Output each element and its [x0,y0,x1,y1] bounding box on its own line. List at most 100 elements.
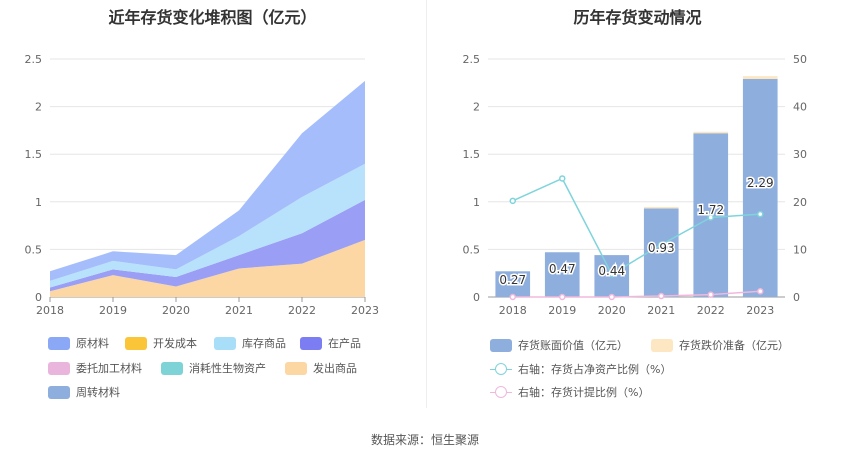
legend-item-raw-materials[interactable]: 原材料 [48,335,109,351]
legend-label: 发出商品 [313,362,357,375]
bar-data-label: 0.93 [648,241,675,255]
legend-label: 右轴：存货占净资产比例（%） [518,363,672,376]
legend-item-turnover-materials[interactable]: 周转材料 [48,384,120,400]
legend-label: 开发成本 [153,337,197,350]
line-point [658,241,665,248]
bar-book-value [742,78,778,297]
line-point [707,214,714,221]
legend-swatch [161,361,183,375]
data-source: 数据来源：恒生聚源 [370,433,479,447]
y-tick-label: 2.5 [25,53,43,66]
line-point [757,210,764,218]
bar-data-label: 0.47 [549,262,576,276]
y-tick-label: 1 [473,196,480,209]
stacked-area-chart: 0 0.5 1 1.5 2 2.5 2018 2019 2020 2021 2022 2023 [25,53,380,317]
legend-item-biological-assets[interactable]: 消耗性生物资产 [161,360,266,376]
y-tick-label: 2 [35,101,42,114]
bar-impairment [643,206,679,209]
panel-divider [426,0,427,408]
y2-tick-label: 10 [793,243,807,256]
y-tick-label: 1.5 [25,148,43,161]
x-tick-label: 2019 [548,304,576,317]
legend-swatch [125,336,147,350]
legend-label: 存货账面价值（亿元） [518,339,628,352]
line-point [707,291,714,298]
line-point [608,270,615,278]
x-tick-label: 2022 [697,304,725,317]
inventory-bar-line-chart: 0 0.5 1 1.5 2 2.5 0 10 20 30 40 50 2018 2019 2020 2021 2… [463,53,808,317]
legend-label: 原材料 [76,337,109,350]
legend-item-impairment-reserve[interactable]: 存货跌价准备（亿元） [651,337,789,353]
legend-label: 委托加工材料 [76,362,142,375]
legend-label: 周转材料 [76,386,120,399]
x-tick-label: 2023 [351,304,379,317]
legend-item-book-value[interactable]: 存货账面价值（亿元） [490,337,628,353]
y2-tick-label: 40 [793,101,807,114]
legend-item-provision-ratio[interactable]: 右轴：存货计提比例（%） [490,384,649,400]
left-chart-title: 近年存货变化堆积图（亿元） [108,8,317,27]
line-point [608,293,615,301]
legend-swatch [214,336,236,350]
line-point [559,293,566,301]
bar-book-value [643,208,679,297]
legend-label: 在产品 [328,337,361,350]
legend-label: 消耗性生物资产 [189,362,266,375]
x-tick-label: 2018 [36,304,64,317]
bar-data-label: 1.72 [697,203,724,217]
legend-swatch [48,385,70,399]
legend-swatch [48,336,70,350]
legend-label: 右轴：存货计提比例（%） [518,386,650,399]
y2-tick-label: 0 [793,291,800,304]
legend-swatch [300,336,322,350]
x-tick-label: 2018 [499,304,527,317]
legend-item-development-cost[interactable]: 开发成本 [125,335,197,351]
legend-item-inventory-to-net-assets[interactable]: 右轴：存货占净资产比例（%） [490,361,671,377]
legend-item-finished-goods[interactable]: 库存商品 [214,335,286,351]
legend-line-swatch [490,385,512,399]
y-tick-label: 1.5 [463,148,481,161]
x-tick-label: 2021 [225,304,253,317]
bar-data-label: 0.44 [598,264,625,278]
bar-data-label: 0.27 [499,273,526,287]
y2-tick-label: 50 [793,53,807,66]
x-tick-label: 2022 [288,304,316,317]
area-series [50,199,365,292]
line-point [509,197,516,205]
y-tick-label: 1 [35,196,42,209]
legend-swatch [490,338,512,352]
bar-book-value [544,252,580,297]
bar-impairment [742,76,778,79]
line-point [509,293,516,301]
area-series [50,163,365,288]
bar-impairment [693,131,729,134]
y2-tick-label: 20 [793,196,807,209]
line-point [658,292,665,300]
y-tick-label: 0.5 [25,243,43,256]
y-tick-label: 2.5 [463,53,481,66]
line-net-asset-ratio [512,177,761,276]
x-tick-label: 2023 [746,304,774,317]
x-tick-label: 2021 [647,304,675,317]
legend-swatch [285,361,307,375]
bar-data-label: 2.29 [747,176,774,190]
y2-tick-label: 30 [793,148,807,161]
y-tick-label: 0 [473,291,480,304]
x-tick-label: 2020 [598,304,626,317]
legend-line-swatch [490,362,512,376]
line-point [757,288,764,295]
line-point [559,175,566,182]
bar-book-value [495,271,531,297]
legend-item-goods-shipped[interactable]: 发出商品 [285,360,357,376]
legend-label: 存货跌价准备（亿元） [679,339,789,352]
line-provision-ratio [512,290,761,298]
x-tick-label: 2020 [162,304,190,317]
legend-item-work-in-progress[interactable]: 在产品 [300,335,361,351]
area-series [50,80,365,281]
area-series [50,239,365,297]
legend-label: 库存商品 [242,337,286,350]
legend-swatch [48,361,70,375]
y-tick-label: 0 [35,291,42,304]
legend-item-consigned-materials[interactable]: 委托加工材料 [48,360,142,376]
right-chart-title: 历年存货变动情况 [573,8,702,27]
y-tick-label: 0.5 [463,243,481,256]
